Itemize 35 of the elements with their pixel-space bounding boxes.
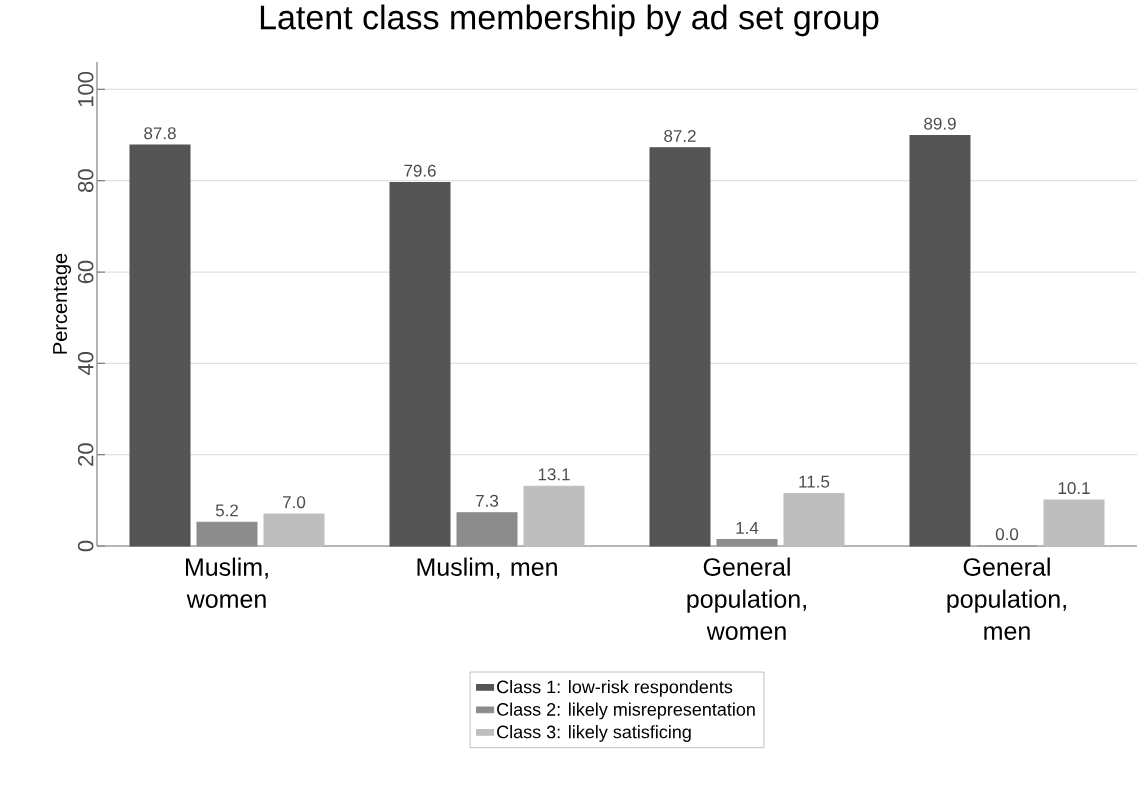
y-tick-label: 80 [77, 169, 94, 192]
bar [523, 485, 585, 547]
data-label: 7.3 [476, 494, 499, 507]
y-tick-label: 60 [77, 260, 94, 284]
x-tick-label: Muslim, women [186, 557, 268, 608]
y-tick-label: 0 [77, 540, 94, 552]
data-label: 79.6 [404, 164, 436, 177]
data-label: 89.9 [924, 117, 956, 130]
x-tick-label: General population, men [947, 557, 1066, 640]
data-label: 1.4 [736, 522, 759, 534]
y-axis-title: Percentage [53, 253, 72, 354]
x-tick-label: General population, women [687, 557, 806, 640]
data-label: 11.5 [799, 475, 830, 488]
y-tick-label: 40 [77, 351, 94, 376]
bar [389, 182, 451, 547]
data-label: 5.2 [215, 504, 238, 517]
data-label: 13.1 [538, 468, 570, 481]
bar [263, 513, 325, 547]
y-tick-label: 20 [77, 443, 94, 466]
data-label: 87.2 [664, 129, 696, 143]
data-label: 87.8 [144, 127, 176, 140]
bar [1043, 499, 1105, 547]
legend-label: Class 2: likely misrepresentation [497, 702, 755, 720]
data-label: 7.0 [283, 496, 306, 509]
legend-label: Class 3: likely satisficing [497, 725, 691, 742]
bar [129, 144, 191, 547]
x-tick-label: Muslim, men [417, 557, 557, 579]
data-label: 0.0 [995, 528, 1019, 541]
legend-label: Class 1: low-risk respondents [497, 680, 733, 697]
chart-title: Latent class membership by ad set group [260, 4, 879, 37]
bar [649, 147, 711, 547]
bar [909, 135, 971, 547]
data-label: 10.1 [1058, 482, 1090, 495]
y-tick-label: 100 [77, 71, 94, 107]
bar [783, 492, 845, 547]
